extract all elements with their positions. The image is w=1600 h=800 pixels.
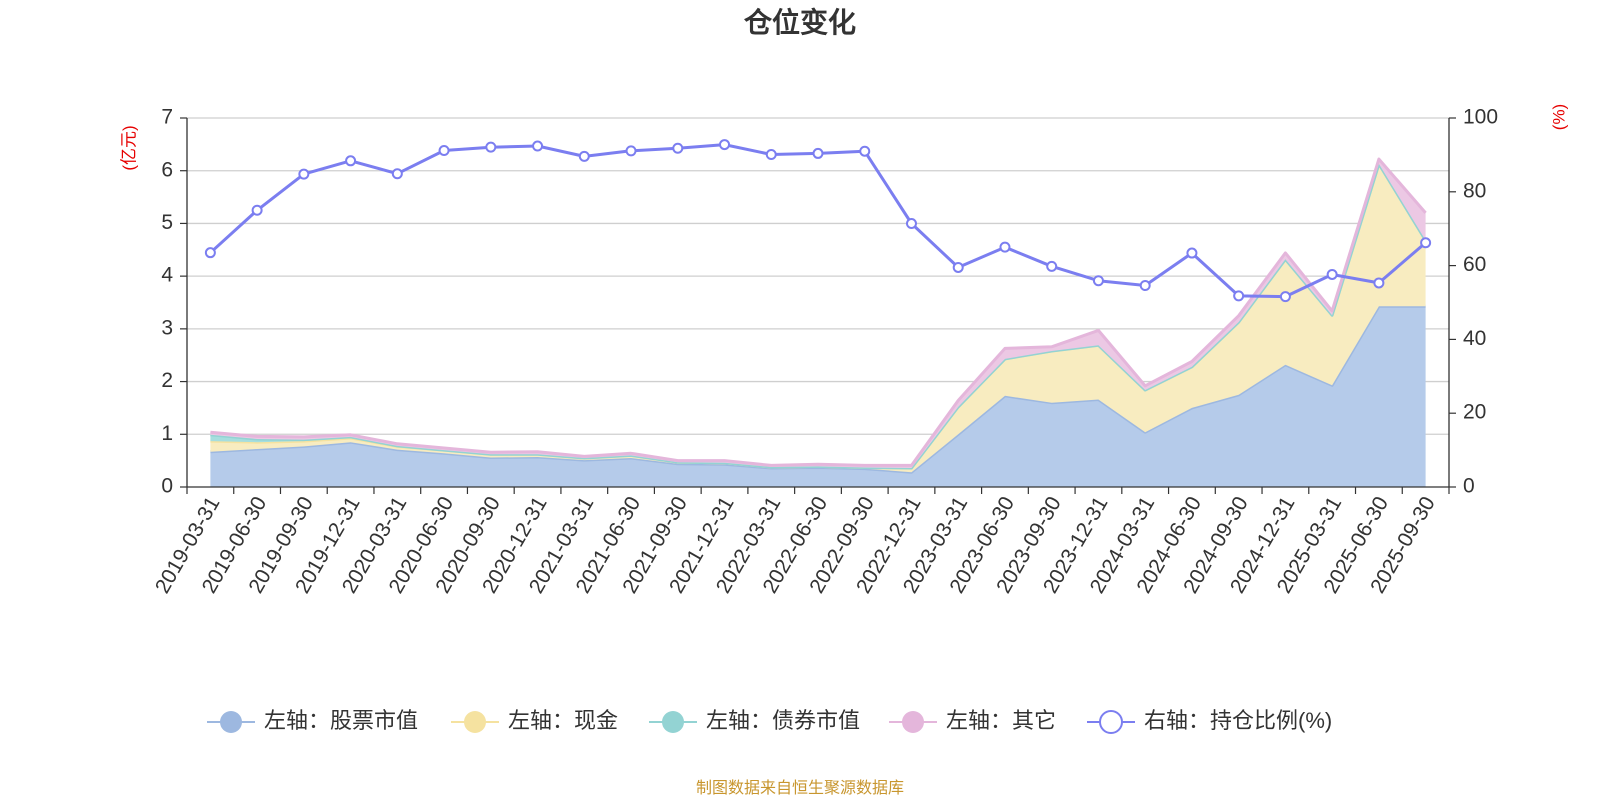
ratio-data-point	[952, 261, 964, 273]
ratio-data-point	[1186, 247, 1198, 259]
right-axis-tick-label: 60	[1463, 253, 1486, 276]
ratio-data-point	[1139, 280, 1151, 292]
holding-ratio-line	[204, 139, 1432, 303]
right-axis-tick-label: 80	[1463, 179, 1486, 202]
right-axis-tick-label: 0	[1463, 475, 1475, 498]
data-source-note: 制图数据来自恒生聚源数据库	[696, 779, 904, 797]
ratio-data-point	[1092, 275, 1104, 287]
ratio-data-point	[485, 141, 497, 153]
ratio-data-point	[672, 142, 684, 154]
ratio-data-point	[532, 140, 544, 152]
legend-label: 右轴：持仓比例(%)	[1144, 708, 1332, 733]
ratio-data-point	[1420, 237, 1432, 249]
ratio-data-point	[578, 150, 590, 162]
legend-dot-marker	[464, 711, 486, 733]
left-axis-tick-label: 5	[161, 211, 173, 234]
ratio-data-point	[1326, 268, 1338, 280]
right-axis-tick-label: 40	[1463, 327, 1486, 350]
legend-label: 左轴：其它	[946, 708, 1056, 733]
left-axis-tick-label: 0	[161, 475, 173, 498]
left-axis-unit: (亿元)	[119, 125, 138, 170]
left-axis-tick-label: 3	[161, 316, 173, 339]
ratio-line-path	[209, 143, 1427, 299]
left-axis-tick-label: 6	[161, 158, 173, 181]
ratio-data-point	[438, 144, 450, 156]
area-fill-series-0	[210, 306, 1426, 487]
ratio-data-point	[391, 168, 403, 180]
ratio-data-point	[859, 145, 871, 157]
legend: 左轴：股票市值 左轴：现金 左轴：债券市值 左轴：其它 右轴：持仓比例(%)	[207, 708, 1332, 734]
legend-dot-marker	[902, 711, 924, 733]
chart-title: 仓位变化	[744, 6, 856, 38]
ratio-data-point	[251, 204, 263, 216]
legend-label: 左轴：股票市值	[264, 708, 418, 733]
ratio-data-point	[298, 168, 310, 180]
ratio-data-point	[1046, 260, 1058, 272]
right-axis-tick-label: 100	[1463, 106, 1498, 129]
ratio-data-point	[719, 139, 731, 151]
legend-dot-marker	[662, 711, 684, 733]
ratio-data-point	[765, 149, 777, 161]
ratio-data-point	[905, 218, 917, 230]
ratio-data-point	[345, 155, 357, 167]
right-axis-tick-label: 20	[1463, 401, 1486, 424]
area-edge-series-3	[210, 157, 1427, 467]
ratio-data-point	[204, 247, 216, 259]
legend-label: 左轴：债券市值	[706, 708, 860, 733]
legend-dot-marker	[220, 711, 242, 733]
ratio-data-point	[625, 145, 637, 157]
legend-circle-marker	[1099, 710, 1123, 734]
left-axis-tick-label: 2	[161, 369, 173, 392]
ratio-data-point	[1279, 291, 1291, 303]
right-axis-unit: (%)	[1549, 104, 1568, 130]
legend-label: 左轴：现金	[508, 708, 618, 733]
left-axis-tick-label: 4	[161, 264, 173, 287]
area-fill-series-1	[210, 163, 1426, 473]
ratio-data-point	[999, 241, 1011, 253]
left-axis-tick-label: 1	[161, 422, 173, 445]
left-axis-tick-label: 7	[161, 106, 173, 129]
ratio-data-point	[1233, 290, 1245, 302]
ratio-data-point	[1373, 277, 1385, 289]
stacked-areas	[210, 157, 1427, 487]
ratio-data-point	[812, 147, 824, 159]
